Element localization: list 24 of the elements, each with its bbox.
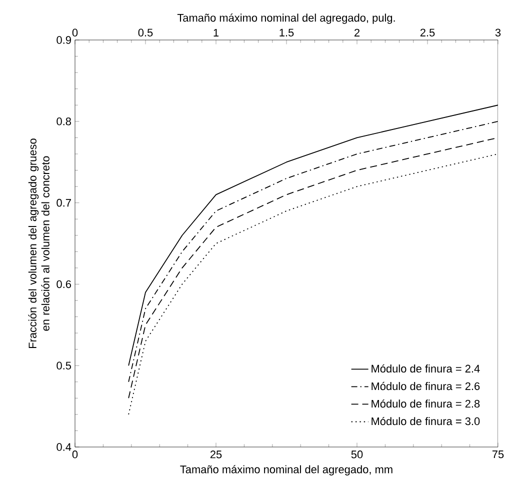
x2-axis-title: Tamaño máximo nominal del agregado, pulg. (177, 14, 395, 24)
y-tick-label: 0.9 (56, 36, 71, 44)
x2-tick-label: 1 (214, 28, 219, 36)
legend-label: Módulo de finura = 2.4 (372, 364, 480, 373)
legend-label: Módulo de finura = 3.0 (372, 416, 480, 426)
y-axis-title: Fracción del volumen del agregado grueso en relación al volumen del concreto (28, 138, 50, 348)
y-tick-label: 0.4 (56, 443, 72, 451)
y-tick-label: 0.5 (56, 362, 72, 370)
x-tick-label: 25 (210, 450, 222, 458)
x2-tick-label: 2 (354, 28, 360, 36)
x2-tick-label: 1.5 (280, 28, 294, 36)
y-tick-label: 0.6 (56, 280, 71, 288)
x2-tick-label: 2.5 (420, 28, 435, 36)
x2-tick-label: 3 (495, 28, 501, 36)
y-tick-label: 0.7 (56, 198, 71, 207)
x-axis-title: Tamaño máximo nominal del agregado, mm (180, 465, 392, 476)
x2-tick-label: 0.5 (138, 28, 153, 36)
legend-label: Módulo de finura = 2.8 (372, 399, 480, 408)
legend-label: Módulo de finura = 2.6 (372, 382, 480, 390)
x-tick-label: 0 (72, 450, 78, 458)
x-tick-label: 50 (351, 450, 363, 458)
y-tick-label: 0.8 (56, 118, 71, 126)
x-tick-label: 75 (492, 450, 504, 458)
x2-tick-label: 0 (72, 28, 78, 36)
